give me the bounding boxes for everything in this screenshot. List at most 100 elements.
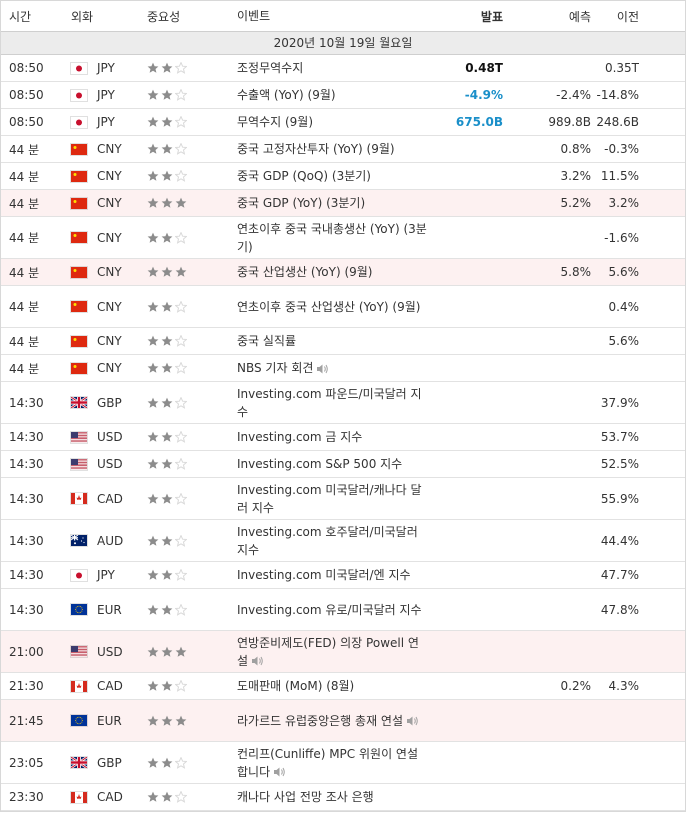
header-actual[interactable]: 발표 [480,9,503,24]
header-previous[interactable]: 이전 [616,9,639,24]
table-row[interactable]: 44 분 CNY 중국 실직률 5.6% [1,328,685,355]
event-label[interactable]: 연방준비제도(FED) 의장 Powell 연설 [237,635,419,668]
event-name[interactable]: Investing.com S&P 500 지수 [237,455,433,473]
event-label[interactable]: Investing.com 금 지수 [237,430,363,444]
event-name[interactable]: 도매판매 (MoM) (8월) [237,677,433,695]
event-label[interactable]: 컨리프(Cunliffe) MPC 위원이 연설합니다 [237,746,419,779]
event-label[interactable]: 중국 고정자산투자 (YoY) (9월) [237,142,395,156]
star-filled-icon [147,604,159,615]
event-label[interactable]: 조정무역수지 [237,61,304,75]
table-row[interactable]: 14:30 EUR Investing.com 유로/미국달러 지수 47.8% [1,589,685,631]
event-name[interactable]: Investing.com 미국달러/엔 지수 [237,566,433,584]
event-name[interactable]: 무역수지 (9월) [237,113,433,131]
event-name[interactable]: Investing.com 호주달러/미국달러 지수 [237,523,433,559]
star-filled-icon [161,232,173,243]
event-label[interactable]: 연초이후 중국 국내총생산 (YoY) (3분기) [237,221,427,254]
table-row[interactable]: 21:00 USD 연방준비제도(FED) 의장 Powell 연설 [1,631,685,673]
star-empty-icon [175,62,187,74]
star-filled-icon [161,535,173,546]
table-row[interactable]: 14:30 CAD Investing.com 미국달러/캐나다 달러 지수 55.9… [1,478,685,520]
table-row[interactable]: 21:45 EUR 라가르드 유럽중앙은행 총재 연설 [1,700,685,742]
event-label[interactable]: 연초이후 중국 산업생산 (YoY) (9월) [237,299,421,314]
table-row[interactable]: 23:30 CAD 캐나다 사업 전망 조사 은행 [1,784,685,811]
table-row[interactable]: 14:30 JPY Investing.com 미국달러/엔 지수 47.7% [1,562,685,589]
event-name[interactable]: 중국 실직률 [237,332,433,350]
header-time[interactable]: 시간 [9,9,32,24]
importance-stars [141,300,237,313]
table-row[interactable]: 14:30 AUD Investing.com 호주달러/미국달러 지수 44.4% [1,520,685,562]
table-row[interactable]: 08:50 JPY 무역수지 (9월) 675.0B 989.8B 248.6B [1,109,685,136]
event-name[interactable]: NBS 기자 회견 [237,359,433,377]
cn-flag-icon [71,266,87,278]
currency-code: CNY [97,169,122,183]
event-name[interactable]: 라가르드 유럽중앙은행 총재 연설 [237,712,433,730]
header-event[interactable]: 이벤트 [237,9,271,23]
event-name[interactable]: 중국 GDP (QoQ) (3분기) [237,167,433,185]
table-row[interactable]: 44 분 CNY NBS 기자 회견 [1,355,685,382]
table-row[interactable]: 44 분 CNY 중국 GDP (QoQ) (3분기) 3.2% 11.5% [1,163,685,190]
event-name[interactable]: 중국 고정자산투자 (YoY) (9월) [237,140,433,158]
event-time: 14:30 [9,602,44,617]
event-name[interactable]: Investing.com 파운드/미국달러 지수 [237,385,433,421]
event-name[interactable]: 연초이후 중국 산업생산 (YoY) (9월) [237,298,433,316]
star-filled-icon [161,397,173,408]
table-row[interactable]: 44 분 CNY 중국 고정자산투자 (YoY) (9월) 0.8% -0.3% [1,136,685,163]
forecast-value: 3.2% [560,169,592,183]
star-empty-icon [175,143,187,155]
event-name[interactable]: 중국 산업생산 (YoY) (9월) [237,263,433,281]
star-filled-icon [161,646,173,657]
event-label[interactable]: 수출액 (YoY) (9월) [237,88,336,102]
event-name[interactable]: 수출액 (YoY) (9월) [237,86,433,104]
event-name[interactable]: 컨리프(Cunliffe) MPC 위원이 연설합니다 [237,745,433,781]
table-row[interactable]: 14:30 USD Investing.com 금 지수 53.7% [1,424,685,451]
star-filled-icon [147,397,159,408]
table-row[interactable]: 08:50 JPY 조정무역수지 0.48T 0.35T [1,55,685,82]
event-label[interactable]: 라가르드 유럽중앙은행 총재 연설 [237,713,404,728]
event-list: 08:50 JPY 조정무역수지 0.48T 0.35T 08:50 JPY 수출액 (YoY… [1,55,685,811]
event-label[interactable]: 중국 산업생산 (YoY) (9월) [237,265,373,279]
event-name[interactable]: Investing.com 유로/미국달러 지수 [237,601,433,619]
table-row[interactable]: 21:30 CAD 도매판매 (MoM) (8월) 0.2% 4.3% [1,673,685,700]
event-label[interactable]: Investing.com 미국달러/엔 지수 [237,568,411,582]
previous-value: -0.3% [604,142,639,156]
event-label[interactable]: Investing.com S&P 500 지수 [237,457,403,471]
importance-stars [141,266,237,278]
header-importance[interactable]: 중요성 [147,9,181,24]
table-row[interactable]: 44 분 CNY 중국 GDP (YoY) (3분기) 5.2% 3.2% [1,190,685,217]
event-time: 44 분 [9,300,40,314]
star-filled-icon [147,62,159,73]
event-name[interactable]: 조정무역수지 [237,59,433,77]
table-row[interactable]: 23:05 GBP 컨리프(Cunliffe) MPC 위원이 연설합니다 [1,742,685,784]
event-name[interactable]: 중국 GDP (YoY) (3분기) [237,194,433,212]
table-row[interactable]: 14:30 USD Investing.com S&P 500 지수 52.5% [1,451,685,478]
event-label[interactable]: Investing.com 파운드/미국달러 지수 [237,386,422,419]
event-label[interactable]: Investing.com 유로/미국달러 지수 [237,602,422,617]
header-forecast[interactable]: 예측 [568,9,591,24]
event-name[interactable]: Investing.com 금 지수 [237,428,433,446]
table-row[interactable]: 44 분 CNY 연초이후 중국 국내총생산 (YoY) (3분기) -1.6% [1,217,685,259]
event-label[interactable]: 중국 GDP (QoQ) (3분기) [237,169,371,183]
event-label[interactable]: 중국 실직률 [237,334,297,348]
jp-flag-icon [71,89,87,101]
event-label[interactable]: NBS 기자 회견 [237,361,314,375]
event-label[interactable]: 중국 GDP (YoY) (3분기) [237,196,366,210]
star-filled-icon [161,431,173,442]
event-label[interactable]: Investing.com 호주달러/미국달러 지수 [237,524,418,557]
table-row[interactable]: 14:30 GBP Investing.com 파운드/미국달러 지수 37.9% [1,382,685,424]
table-row[interactable]: 08:50 JPY 수출액 (YoY) (9월) -4.9% -2.4% -14.8% [1,82,685,109]
star-filled-icon [161,301,173,312]
table-row[interactable]: 44 분 CNY 중국 산업생산 (YoY) (9월) 5.8% 5.6% [1,259,685,286]
event-label[interactable]: 캐나다 사업 전망 조사 은행 [237,790,374,804]
event-name[interactable]: 연초이후 중국 국내총생산 (YoY) (3분기) [237,220,433,256]
event-label[interactable]: Investing.com 미국달러/캐나다 달러 지수 [237,482,422,515]
event-name[interactable]: 연방준비제도(FED) 의장 Powell 연설 [237,634,433,670]
header-currency[interactable]: 외화 [71,9,94,24]
table-row[interactable]: 44 분 CNY 연초이후 중국 산업생산 (YoY) (9월) 0.4% [1,286,685,328]
event-name[interactable]: 캐나다 사업 전망 조사 은행 [237,788,433,806]
event-name[interactable]: Investing.com 미국달러/캐나다 달러 지수 [237,481,433,517]
star-empty-icon [175,431,187,443]
currency-code: JPY [97,88,115,102]
event-time: 14:30 [9,491,44,506]
event-label[interactable]: 도매판매 (MoM) (8월) [237,679,355,693]
event-label[interactable]: 무역수지 (9월) [237,115,314,129]
